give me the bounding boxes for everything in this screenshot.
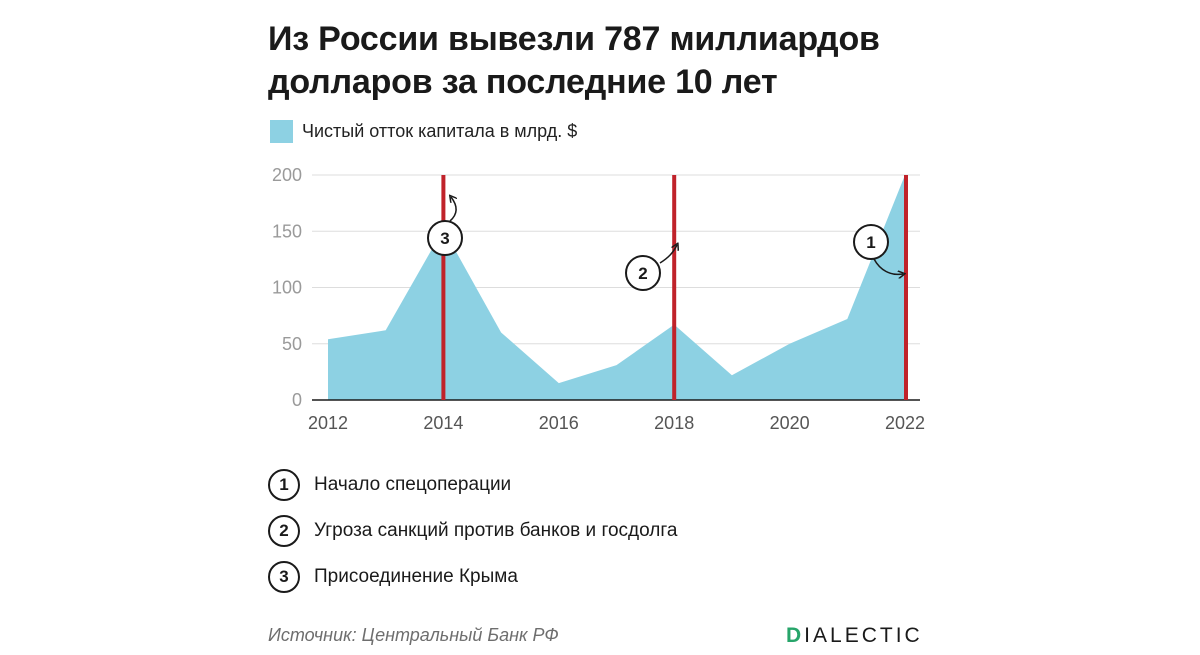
brand-logo-text: IALECTIC <box>804 624 923 647</box>
x-tick-label: 2020 <box>770 413 810 433</box>
chart-legend: Чистый отток капитала в млрд. $ <box>270 120 577 143</box>
y-tick-label: 100 <box>272 278 302 298</box>
note-text: Присоединение Крыма <box>314 566 518 587</box>
note-number-circle: 2 <box>268 515 300 547</box>
note-item-1: 1 Начало спецоперации <box>268 466 677 504</box>
note-text: Начало спецоперации <box>314 474 512 495</box>
chart-title: Из России вывезли 787 миллиардов долларо… <box>268 18 968 104</box>
y-tick-label: 150 <box>272 221 302 241</box>
note-number-circle: 3 <box>268 561 300 593</box>
note-item-2: 2 Угроза санкций против банков и госдолг… <box>268 512 677 550</box>
x-tick-label: 2018 <box>654 413 694 433</box>
chart-title-line-2: долларов за последние 10 лет <box>268 63 778 101</box>
brand-logo-accent-letter: D <box>786 624 805 647</box>
brand-logo: D IALECTIC <box>786 624 923 648</box>
y-tick-label: 50 <box>282 334 302 354</box>
x-tick-label: 2016 <box>539 413 579 433</box>
area-series-capital-outflow <box>328 175 905 400</box>
note-item-3: 3 Присоединение Крыма <box>268 558 677 596</box>
x-tick-label: 2012 <box>308 413 348 433</box>
annotation-number: 1 <box>866 233 875 252</box>
chart-area: 3 2 1 0 50 100 150 200 2012 2014 2016 2018 2020 2022 <box>272 165 925 433</box>
annotation-arrow <box>873 258 903 274</box>
x-tick-label: 2014 <box>423 413 463 433</box>
source-note: Источник: Центральный Банк РФ <box>268 625 559 645</box>
y-tick-label: 0 <box>292 390 302 410</box>
note-text: Угроза санкций против банков и госдолга <box>314 520 678 541</box>
annotation-circle <box>427 220 463 256</box>
annotation-arrow <box>659 245 677 264</box>
note-number-circle: 1 <box>268 469 300 501</box>
annotation-circle <box>625 255 661 291</box>
chart-title-line-1: Из России вывезли 787 миллиардов <box>268 20 880 58</box>
y-tick-label: 200 <box>272 165 302 185</box>
notes-list: 1 Начало спецоперации 2 Угроза санкций п… <box>268 466 677 604</box>
annotation-arrow <box>450 197 456 222</box>
annotation-circle <box>853 224 889 260</box>
annotation-number: 3 <box>440 229 449 248</box>
annotation-number: 2 <box>638 264 647 283</box>
legend-swatch <box>270 120 293 143</box>
x-tick-label: 2022 <box>885 413 925 433</box>
legend-label: Чистый отток капитала в млрд. $ <box>302 121 578 141</box>
